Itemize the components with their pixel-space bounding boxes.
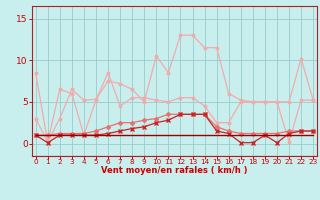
X-axis label: Vent moyen/en rafales ( km/h ): Vent moyen/en rafales ( km/h ) [101,166,248,175]
